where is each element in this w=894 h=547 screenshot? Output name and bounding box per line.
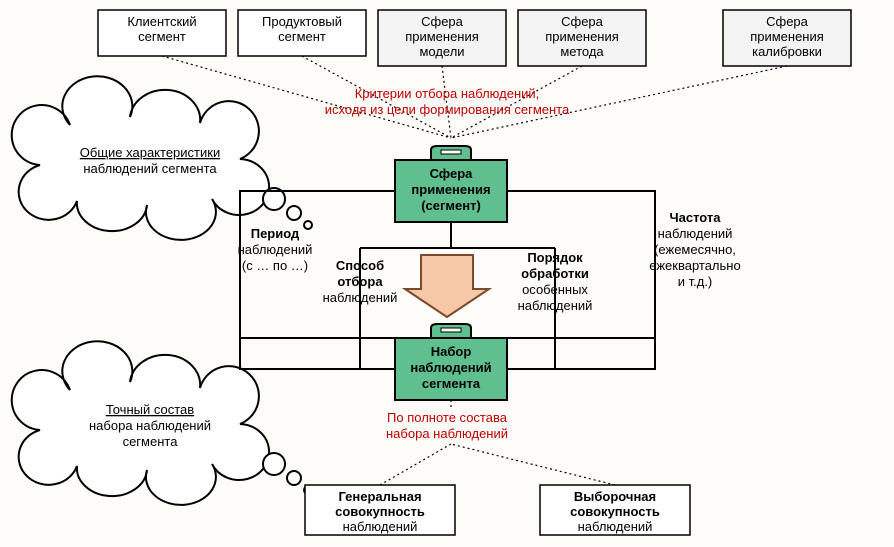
label-method-1: отбора bbox=[337, 274, 383, 289]
label-freq-3: ежеквартально bbox=[649, 258, 740, 273]
label-order-0: Порядок bbox=[527, 250, 583, 265]
label-freq-0: Частота bbox=[669, 210, 721, 225]
population-l3: наблюдений bbox=[578, 519, 653, 534]
folder-scope-line-2: (сегмент) bbox=[421, 198, 481, 213]
cloud-composition-line-2: сегмента bbox=[123, 434, 179, 449]
criteria-caption-2: исходя из цели формирования сегмента bbox=[325, 102, 570, 117]
folder-scope-line-1: применения bbox=[411, 182, 490, 197]
criterion-label: сегмент bbox=[138, 29, 186, 44]
cloud-composition-line-1: набора наблюдений bbox=[89, 418, 211, 433]
population-l3: наблюдений bbox=[343, 519, 418, 534]
population-l2: совокупность bbox=[570, 504, 660, 519]
label-period-0: Период bbox=[251, 226, 300, 241]
population-box-1: Выборочнаясовокупностьнаблюдений bbox=[540, 485, 690, 535]
label-order-1: обработки bbox=[521, 266, 589, 281]
population-box-0: Генеральнаясовокупностьнаблюдений bbox=[305, 485, 455, 535]
label-order-2: особенных bbox=[522, 282, 588, 297]
criterion-label: применения bbox=[545, 29, 619, 44]
criterion-label: Продуктовый bbox=[262, 14, 342, 29]
population-l1: Генеральная bbox=[338, 489, 421, 504]
folder-observations-line-0: Набор bbox=[431, 344, 472, 359]
cloud-characteristics-line-1: наблюдений сегмента bbox=[83, 161, 217, 176]
criterion-label: Сфера bbox=[421, 14, 464, 29]
criterion-box-3: Сферапримененияметода bbox=[518, 10, 646, 66]
completeness-caption-1: По полноте состава bbox=[387, 410, 508, 425]
completeness-caption-2: набора наблюдений bbox=[386, 426, 508, 441]
label-period-1: наблюдений bbox=[238, 242, 313, 257]
criterion-box-0: Клиентскийсегмент bbox=[98, 10, 226, 56]
criterion-box-2: Сфераприменениямодели bbox=[378, 10, 506, 66]
criterion-box-1: Продуктовыйсегмент bbox=[238, 10, 366, 56]
criterion-label: применения bbox=[405, 29, 479, 44]
criterion-label: применения bbox=[750, 29, 824, 44]
criterion-label: модели bbox=[419, 44, 464, 59]
criterion-box-4: Сфераприменениякалибровки bbox=[723, 10, 851, 66]
population-l1: Выборочная bbox=[574, 489, 656, 504]
label-freq-1: наблюдений bbox=[658, 226, 733, 241]
label-method-0: Способ bbox=[336, 258, 384, 273]
cloud-composition-line-0: Точный состав bbox=[106, 402, 194, 417]
population-l2: совокупность bbox=[335, 504, 425, 519]
criterion-label: метода bbox=[560, 44, 604, 59]
criteria-caption-1: Критерии отбора наблюдений, bbox=[355, 86, 540, 101]
label-order-3: наблюдений bbox=[518, 298, 593, 313]
criterion-label: Сфера bbox=[561, 14, 604, 29]
criterion-label: калибровки bbox=[752, 44, 822, 59]
folder-observations-line-1: наблюдений bbox=[410, 360, 491, 375]
label-freq-4: и т.д.) bbox=[678, 274, 713, 289]
label-freq-2: (ежемесячно, bbox=[654, 242, 736, 257]
diagram-root: КлиентскийсегментПродуктовыйсегментСфера… bbox=[0, 0, 894, 547]
criterion-label: Клиентский bbox=[127, 14, 196, 29]
label-period-2: (с … по …) bbox=[242, 258, 308, 273]
label-method-2: наблюдений bbox=[323, 290, 398, 305]
folder-observations-line-2: сегмента bbox=[422, 376, 481, 391]
cloud-characteristics-line-0: Общие характеристики bbox=[80, 145, 220, 160]
criterion-label: Сфера bbox=[766, 14, 809, 29]
folder-scope-line-0: Сфера bbox=[430, 166, 474, 181]
criterion-label: сегмент bbox=[278, 29, 326, 44]
